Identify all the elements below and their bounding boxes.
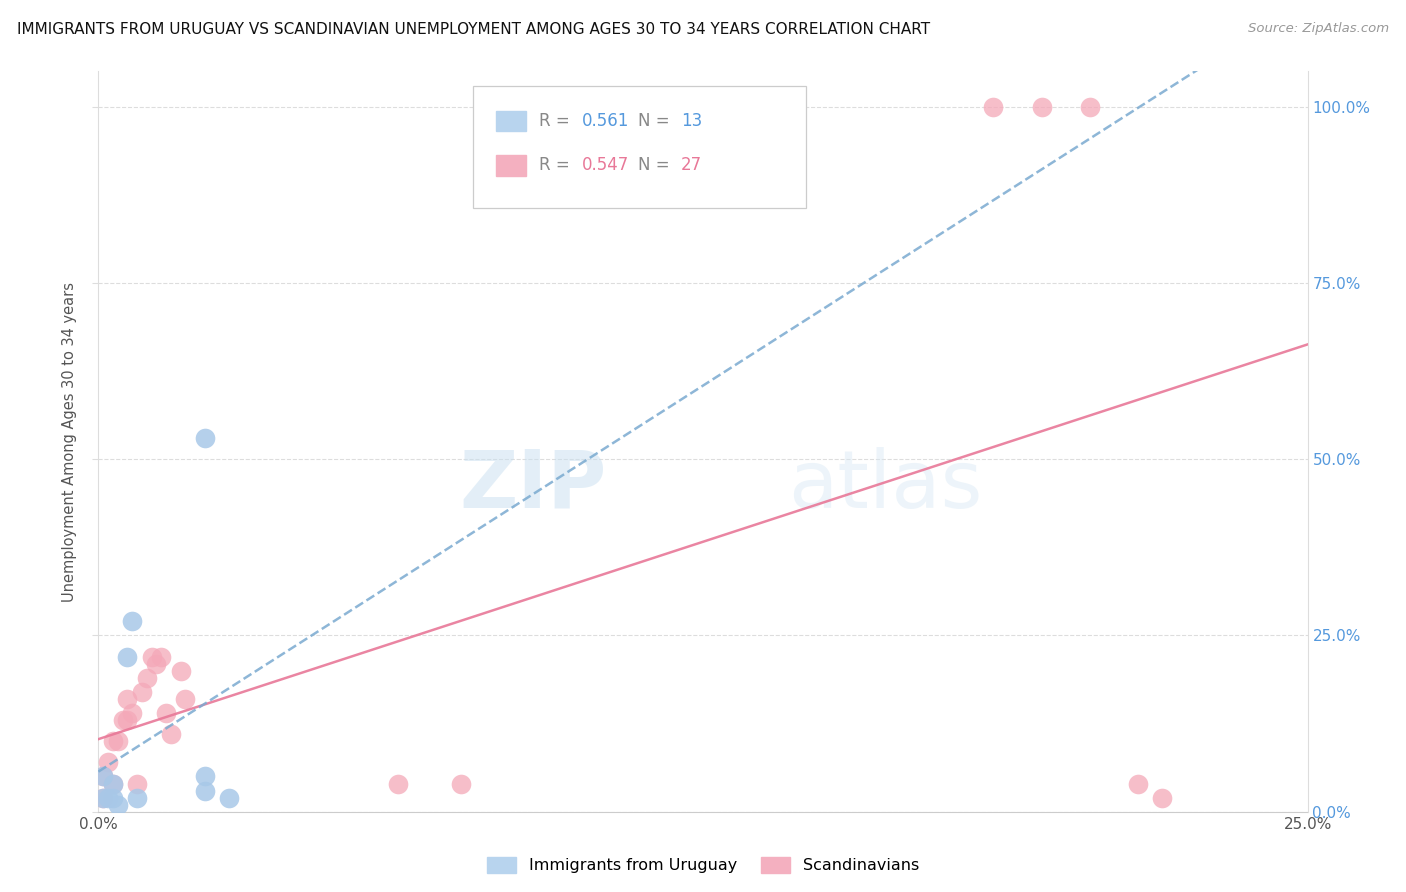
Text: 0.547: 0.547 <box>582 156 630 174</box>
Point <box>101 776 124 790</box>
Point <box>97 756 120 770</box>
Point <box>91 769 114 783</box>
FancyBboxPatch shape <box>474 87 806 209</box>
Point <box>1128 776 1150 790</box>
Text: 0.561: 0.561 <box>582 112 630 130</box>
Text: IMMIGRANTS FROM URUGUAY VS SCANDINAVIAN UNEMPLOYMENT AMONG AGES 30 TO 34 YEARS C: IMMIGRANTS FROM URUGUAY VS SCANDINAVIAN … <box>17 22 929 37</box>
Text: R =: R = <box>538 112 575 130</box>
Point <box>981 100 1004 114</box>
Point <box>91 769 114 783</box>
Point <box>127 790 149 805</box>
Point <box>117 713 139 727</box>
Point <box>150 649 173 664</box>
Point <box>101 776 124 790</box>
Point <box>117 692 139 706</box>
Point <box>131 685 153 699</box>
Point <box>91 790 114 805</box>
Point <box>1078 100 1101 114</box>
Point <box>117 649 139 664</box>
Point <box>107 734 129 748</box>
Point <box>169 664 191 678</box>
Text: 27: 27 <box>682 156 703 174</box>
Point <box>121 615 143 629</box>
Point <box>194 769 217 783</box>
Point <box>121 706 143 720</box>
Bar <box>496 155 526 176</box>
Point <box>135 671 157 685</box>
Point <box>450 776 472 790</box>
Point <box>101 790 124 805</box>
Point <box>107 797 129 812</box>
Text: ZIP: ZIP <box>458 447 606 525</box>
Text: N =: N = <box>638 112 675 130</box>
Text: N =: N = <box>638 156 675 174</box>
Point <box>1031 100 1053 114</box>
Point <box>145 657 167 671</box>
Text: 13: 13 <box>682 112 703 130</box>
Point <box>160 727 183 741</box>
Point <box>155 706 177 720</box>
Point <box>127 776 149 790</box>
Bar <box>496 111 526 131</box>
Point <box>101 734 124 748</box>
Text: atlas: atlas <box>787 447 981 525</box>
Point <box>141 649 163 664</box>
Point <box>387 776 409 790</box>
Text: Source: ZipAtlas.com: Source: ZipAtlas.com <box>1249 22 1389 36</box>
Point <box>218 790 240 805</box>
Text: R =: R = <box>538 156 575 174</box>
Point <box>174 692 197 706</box>
Point <box>111 713 134 727</box>
Point <box>97 790 120 805</box>
Legend: Immigrants from Uruguay, Scandinavians: Immigrants from Uruguay, Scandinavians <box>481 850 925 880</box>
Point <box>91 790 114 805</box>
Point <box>194 431 217 445</box>
Y-axis label: Unemployment Among Ages 30 to 34 years: Unemployment Among Ages 30 to 34 years <box>62 282 77 601</box>
Point <box>1152 790 1174 805</box>
Point <box>194 783 217 797</box>
